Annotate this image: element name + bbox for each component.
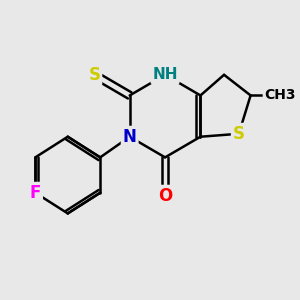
Text: F: F: [30, 184, 41, 202]
Text: CH3: CH3: [264, 88, 296, 102]
Text: N: N: [123, 128, 136, 146]
Text: S: S: [88, 66, 100, 84]
Text: NH: NH: [152, 67, 178, 82]
Text: S: S: [233, 125, 245, 143]
Text: O: O: [158, 187, 172, 205]
